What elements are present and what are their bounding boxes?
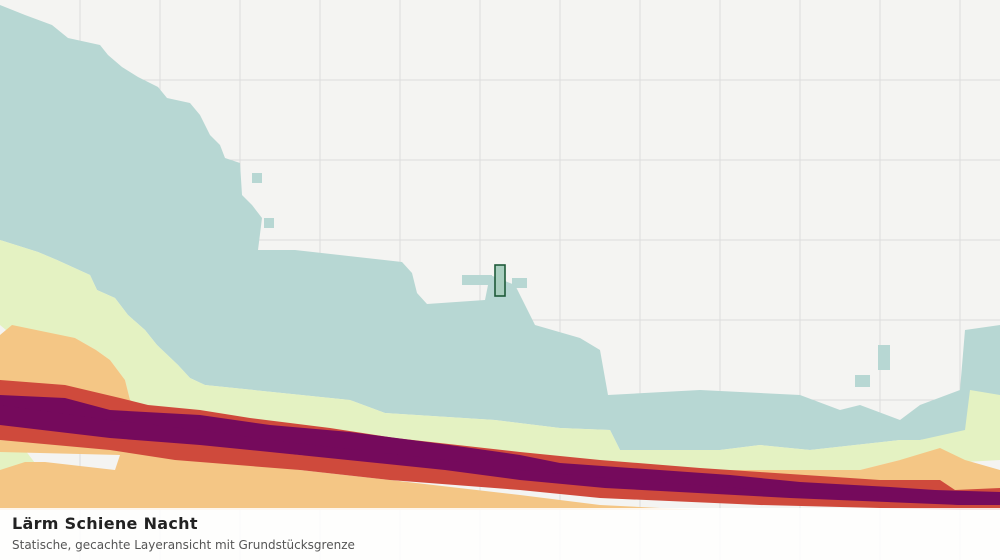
noise-band-1-patch [512,278,527,288]
noise-band-1-patch [264,218,274,228]
map-caption: Lärm Schiene Nacht Statische, gecachte L… [0,508,1000,560]
layer-title: Lärm Schiene Nacht [12,514,198,533]
noise-band-1-patch [462,275,492,285]
noise-band-4 [0,380,1000,505]
noise-band-1-patch [252,173,262,183]
noise-band-1 [0,5,1000,450]
noise-band-5 [0,395,1000,505]
noise-band-1-patch [878,345,890,370]
layer-subtitle: Statische, gecachte Layeransicht mit Gru… [12,538,355,552]
parcel-boundary[interactable] [494,264,506,297]
noise-band-1-patch [855,375,870,387]
noise-band-2 [0,240,1000,470]
